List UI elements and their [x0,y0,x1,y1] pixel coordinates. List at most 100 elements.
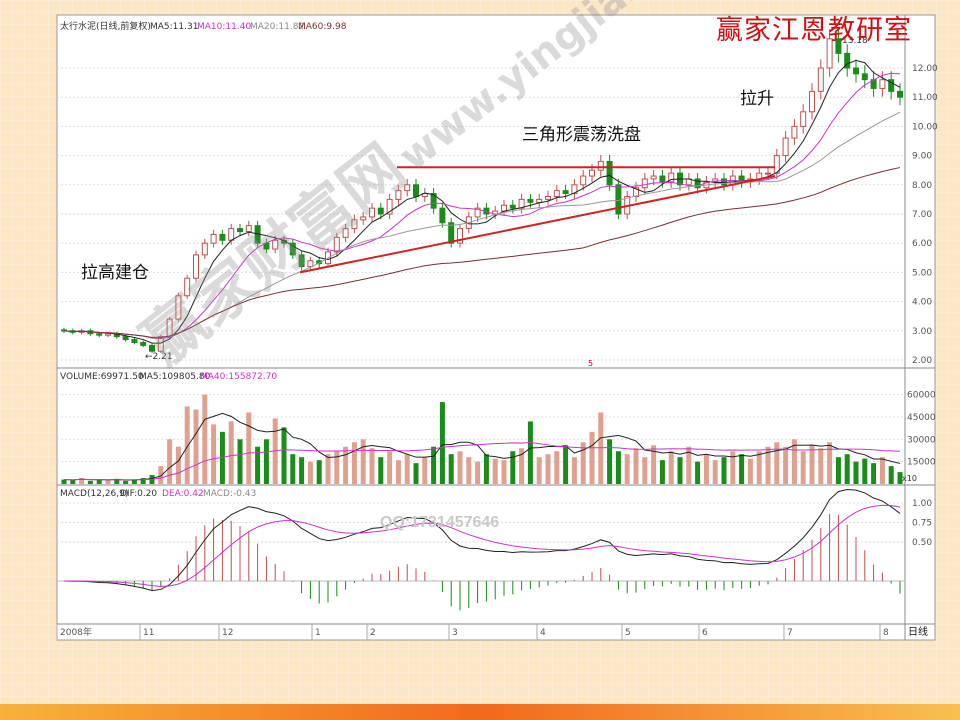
volume-unit: x10 [902,474,917,483]
x-tick-label: 11 [143,628,154,638]
price-tick-label: 12.00 [912,64,938,74]
candle [615,184,622,215]
candle [175,295,182,320]
volume-bar [527,421,533,484]
candle [879,79,886,89]
volume-legend-ma40: MA40:155872.70 [200,372,277,382]
volume-bar [703,454,709,484]
volume-bar [888,466,894,484]
volume-bar [387,451,393,484]
chart-frame [56,14,936,641]
volume-bar [492,458,498,484]
volume-bar [853,461,859,484]
volume-ma5-line [63,412,901,481]
candle [404,184,411,192]
qq-contact: QQ:1731457646 [380,514,500,531]
candle [712,178,719,183]
volume-bar [765,446,771,484]
candle [668,172,675,183]
legend-ma5: MA5:11.31 [150,22,198,32]
candle [131,339,138,343]
price-tick-label: 8.00 [912,181,932,191]
x-tick-label: 12 [222,628,233,638]
volume-bar [202,394,208,484]
candle [105,333,111,336]
candle [861,73,868,81]
candle [509,204,516,209]
volume-bar [730,451,736,484]
candle [897,90,903,98]
candle [193,254,199,279]
candle [369,207,375,218]
candle [307,260,314,268]
volume-bar [536,457,542,484]
volume-bar [739,454,745,484]
volume-bar [255,446,261,484]
macd-legend-macd: MACD:-0.43 [203,489,256,499]
candle [157,336,164,352]
volume-bar [422,457,428,484]
volume-bar [501,460,507,484]
volume-bar [475,461,481,484]
volume-bar [791,439,797,484]
legend-ma60: MA60:9.98 [298,22,347,32]
volume-bar [818,448,824,484]
volume-bar [677,457,683,484]
volume-bar [334,451,340,484]
price-tick-label: 6.00 [912,239,932,249]
volume-bar [219,431,225,484]
macd-tick-label: 0.50 [912,538,932,548]
volume-bar [96,479,102,484]
candle [122,336,129,341]
candle [835,38,842,54]
candle [342,228,349,238]
volume-bar [668,451,674,484]
candle [597,160,604,171]
volume-bar [105,480,111,484]
volume-bar [167,439,173,484]
candle [237,228,243,233]
price-tick-label: 10.00 [912,122,938,132]
candle [844,52,851,69]
volume-bar [70,480,76,484]
volume-bar [263,439,269,484]
x-tick-label: 6 [702,628,708,638]
price-legend-title: 太行水泥(日线,前复权) [60,20,151,32]
volume-bar [695,461,701,484]
volume-bar [228,421,234,484]
volume-bar [844,454,850,484]
volume-bar [659,460,665,484]
x-tick-label: 4 [540,628,546,638]
volume-bar [545,454,551,484]
candle [571,184,578,195]
volume-bar [351,442,357,484]
volume-bar [175,446,181,484]
volume-bar [580,442,586,484]
volume-bar [61,479,67,484]
volume-tick-label: 45000 [907,413,936,423]
volume-bar [809,445,815,484]
volume-legend: VOLUME:69971.50 [60,372,144,382]
volume-bar [800,451,806,484]
volume-bar [158,466,164,484]
candle [580,175,587,186]
volume-bar [633,448,639,484]
volume-bar [721,457,727,484]
volume-bar [448,454,454,484]
candle [562,190,569,195]
volume-ma40-line [63,441,901,481]
high-price-label: 13.18 [842,36,868,46]
volume-bar [783,446,789,484]
x-tick-label: 7 [787,628,793,638]
candle [773,155,780,174]
low-price-label: ←2.21 [145,352,173,362]
volume-tick-label: 60000 [907,391,936,401]
volume-bar [871,463,877,484]
volume-bar [624,454,630,484]
volume-legend-ma5: MA5:109805.80 [139,372,211,382]
candle [149,344,155,352]
candle [448,222,455,244]
candle [553,190,560,197]
x-tick-label: 2008年 [60,626,92,638]
